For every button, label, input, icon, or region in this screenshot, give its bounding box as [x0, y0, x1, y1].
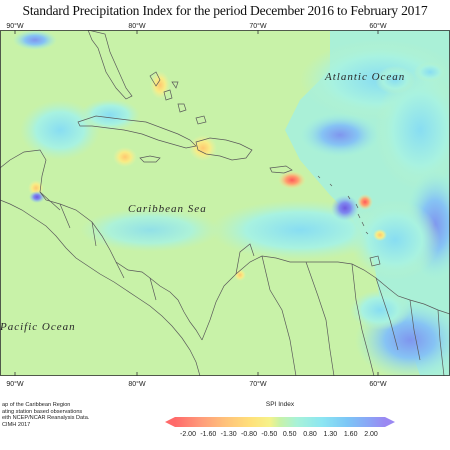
legend-tick-label: -0.80	[241, 431, 257, 438]
page-title: Standard Precipitation Index for the per…	[22, 3, 428, 18]
credit-line-1: ap of the Caribbean Region	[2, 402, 71, 408]
legend-tick-label: -0.50	[261, 431, 278, 438]
legend-arrow-left	[165, 417, 175, 427]
legend-tick-label: 1.30	[323, 431, 338, 438]
label-atlantic-ocean: Atlantic Ocean	[324, 71, 405, 83]
spi-field	[0, 30, 450, 376]
credits-text: ap of the Caribbean Region ating station…	[2, 402, 89, 428]
legend-tick-label: -1.30	[220, 431, 237, 438]
legend-tick-label: 0.80	[303, 431, 317, 438]
legend-tick-label: 0.50	[282, 431, 297, 438]
lon-labels-top: 90°W 80°W 70°W 60°W	[6, 22, 387, 30]
credit-line-2: ating station based observations	[2, 408, 83, 415]
legend-arrow-right	[385, 417, 395, 427]
label-caribbean-sea: Caribbean Sea	[128, 203, 207, 215]
legend-gradient	[175, 417, 385, 427]
lon-label-top-3: 70°W	[249, 22, 267, 30]
legend-tick-label: 2.00	[364, 431, 378, 438]
credit-line-3: eith NCEP/NCAR Reanalysis Data.	[2, 415, 90, 422]
legend-title: SPI Index	[265, 401, 295, 408]
legend-tick-label: 1.60	[343, 431, 358, 438]
lon-label-top-4: 60°W	[369, 22, 387, 30]
lon-label-bottom-2: 80°W	[128, 380, 146, 388]
lon-labels-bottom: 90°W 80°W 70°W 60°W	[6, 380, 387, 388]
lon-label-top-1: 90°W	[6, 22, 24, 30]
legend-tick-label: -2.00	[180, 431, 196, 438]
label-pacific-ocean: Pacific Ocean	[0, 321, 76, 333]
land-outlines	[0, 30, 450, 376]
lon-label-bottom-3: 70°W	[249, 380, 267, 388]
lon-label-bottom-1: 90°W	[6, 380, 24, 388]
lon-label-top-2: 80°W	[128, 22, 146, 30]
lon-label-bottom-4: 60°W	[369, 380, 387, 388]
lon-ticks	[14, 30, 379, 376]
credit-line-4: CIMH 2017	[2, 421, 31, 428]
legend-tick-label: -1.60	[200, 431, 217, 438]
legend-colorbar	[165, 417, 395, 427]
